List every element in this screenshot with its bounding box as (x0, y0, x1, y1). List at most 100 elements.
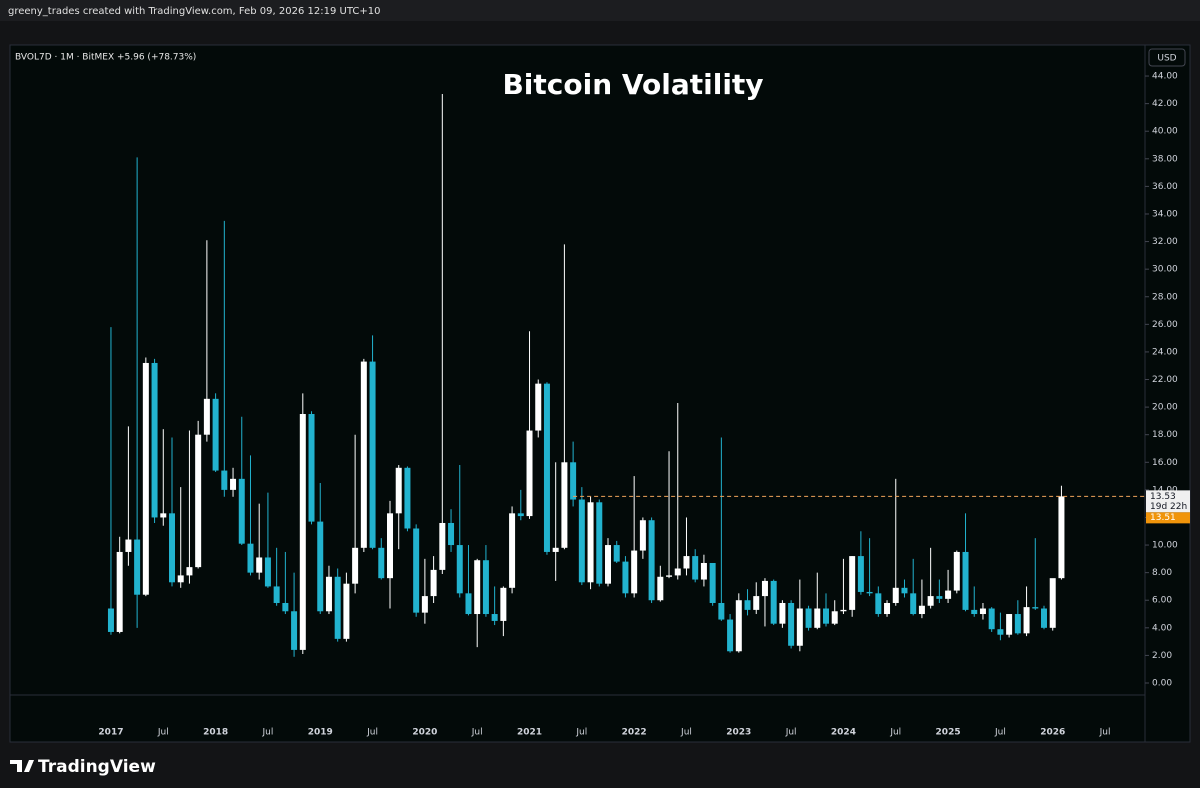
candle-body (334, 576, 341, 639)
candle-body (657, 576, 664, 601)
candle-body (299, 414, 306, 650)
candle-body (456, 545, 463, 594)
candle-body (779, 602, 786, 624)
x-tick-label: 2020 (412, 728, 437, 738)
candle-body (430, 569, 437, 597)
countdown-label: 19d 22h (1150, 502, 1187, 512)
candle-body (596, 502, 603, 584)
candle-body (849, 556, 856, 610)
candle-body (526, 430, 533, 517)
candle-body (884, 602, 891, 615)
candle-body (1032, 607, 1039, 609)
candle-body (230, 478, 237, 490)
candle-body (273, 586, 280, 603)
y-tick-label: 44.00 (1152, 72, 1178, 82)
candle-body (543, 383, 550, 552)
candle-body (465, 593, 472, 615)
y-tick-label: 30.00 (1152, 265, 1178, 275)
candle-body (107, 608, 114, 632)
candle-body (378, 547, 385, 579)
y-tick-label: 38.00 (1152, 154, 1178, 164)
candle-body (753, 596, 760, 610)
candle-body (404, 467, 411, 529)
candle-body (622, 561, 629, 594)
y-tick-label: 16.00 (1152, 458, 1178, 468)
candle-body (823, 608, 829, 624)
candle-body (605, 545, 611, 584)
x-tick-label: Jul (366, 728, 378, 738)
y-tick-label: 20.00 (1152, 403, 1178, 413)
candle-body (360, 361, 367, 548)
header-text: greeny_trades created with TradingView.c… (8, 6, 380, 17)
candle-body (901, 587, 908, 594)
candle-body (796, 608, 803, 646)
candle-body (875, 593, 882, 615)
x-tick-label: Jul (1099, 728, 1111, 738)
candle-body (718, 602, 725, 620)
plot (107, 93, 1145, 657)
candle-body (709, 562, 716, 603)
x-tick-label: Jul (471, 728, 483, 738)
last-price-box (1146, 490, 1190, 513)
y-tick-label: 22.00 (1152, 375, 1178, 385)
candle-body (631, 550, 638, 594)
candle-body (1041, 608, 1047, 628)
y-tick-label: 18.00 (1152, 430, 1178, 440)
y-tick-label: 10.00 (1152, 541, 1178, 551)
x-tick-label: Jul (785, 728, 797, 738)
candle-body (997, 629, 1004, 635)
y-tick-label: 26.00 (1152, 320, 1178, 330)
candle-body (387, 513, 393, 579)
legend: BVOL7D · 1M · BitMEX +5.96 (+78.73%) (15, 53, 196, 63)
y-tick-label: 28.00 (1152, 292, 1178, 302)
currency-box (1148, 48, 1186, 67)
y-tick-label: 32.00 (1152, 237, 1178, 247)
candle-body (857, 556, 864, 592)
candle-body (535, 383, 542, 431)
candle-body (770, 580, 777, 624)
candle-body (413, 528, 420, 613)
candle-body (805, 608, 812, 628)
candle-body (988, 608, 995, 630)
currency: USD (1157, 54, 1176, 64)
y-tick-label: 36.00 (1152, 182, 1178, 192)
candle-body (500, 587, 507, 621)
candle-body (866, 591, 873, 594)
x-tick-label: 2026 (1040, 728, 1065, 738)
candle-body (953, 551, 960, 591)
candle-body (761, 580, 768, 597)
last-price-label: 13.53 (1150, 492, 1176, 502)
candle-body (570, 462, 577, 500)
chart-title: Bitcoin Volatility (502, 68, 763, 101)
candle-body (700, 562, 707, 580)
candle-body (936, 596, 943, 599)
candle-body (203, 398, 210, 435)
candle-body (1049, 578, 1056, 628)
candle-body (927, 596, 934, 606)
candle-body (1058, 496, 1065, 579)
candle-body (692, 556, 699, 580)
candle-body (509, 513, 516, 588)
candle-body (169, 513, 175, 583)
candle-body (1014, 614, 1021, 634)
candle-body (439, 522, 446, 570)
candle-body (962, 551, 969, 610)
y-tick-label: 8.00 (1152, 568, 1172, 578)
candle-body (840, 609, 847, 612)
candle-body (195, 434, 202, 568)
candle-body (1023, 607, 1030, 634)
tradingview-logo: TradingView (10, 757, 156, 777)
x-tick-label: 2023 (726, 728, 751, 738)
candle-body (578, 499, 585, 583)
candle-body (343, 583, 350, 639)
y-tick-label: 34.00 (1152, 209, 1178, 219)
candle-body (264, 557, 271, 587)
y-tick-label: 0.00 (1152, 678, 1172, 688)
x-tick-label: 2018 (203, 728, 228, 738)
candle-body (979, 608, 986, 615)
candle-body (238, 478, 245, 544)
candle-body (639, 520, 646, 551)
x-tick-label: Jul (157, 728, 169, 738)
